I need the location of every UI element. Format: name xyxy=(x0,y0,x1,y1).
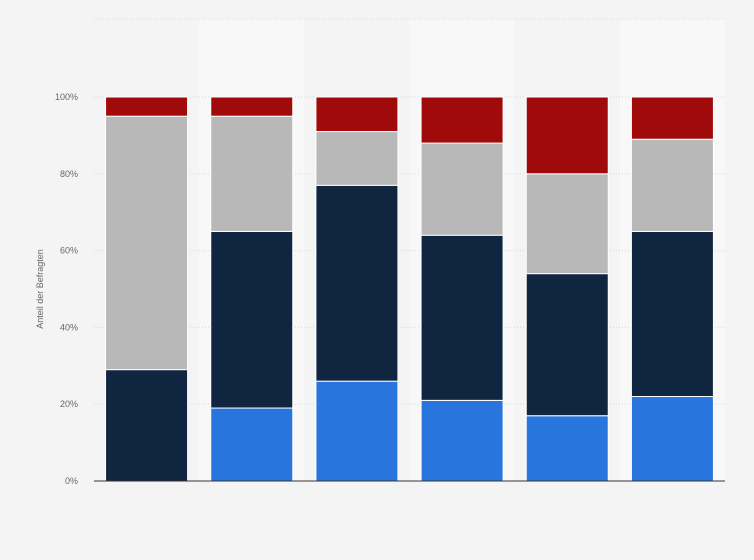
bar-segment xyxy=(525,415,609,482)
bar-segment xyxy=(210,230,294,409)
bar-segment xyxy=(630,230,714,398)
y-axis-ticks: 0% 20% 40% 60% 80% 100% xyxy=(55,92,78,486)
bar-segment xyxy=(210,115,294,232)
y-tick-label: 100% xyxy=(55,92,78,102)
y-tick-label: 20% xyxy=(60,399,78,409)
bar-segment xyxy=(105,96,189,117)
bar-segment xyxy=(420,234,504,401)
bar-segment xyxy=(315,184,399,382)
bars xyxy=(105,96,714,482)
bar-segment xyxy=(315,380,399,482)
bar-segment xyxy=(420,142,504,236)
bar-segment xyxy=(525,96,609,175)
bar-segment xyxy=(420,399,504,482)
y-tick-label: 60% xyxy=(60,246,78,256)
gridlines xyxy=(94,18,725,405)
bar-segment xyxy=(105,369,189,482)
bar-segment xyxy=(525,273,609,417)
bar-segment xyxy=(315,96,399,133)
bar-segment xyxy=(630,396,714,482)
bar-segment xyxy=(210,96,294,117)
bar-segment xyxy=(210,407,294,482)
y-tick-label: 0% xyxy=(65,476,78,486)
bar-segment xyxy=(630,138,714,232)
y-tick-label: 80% xyxy=(60,169,78,179)
bar-segment xyxy=(525,173,609,275)
bar-segment xyxy=(630,96,714,140)
y-tick-label: 40% xyxy=(60,322,78,332)
bar-segment xyxy=(420,96,504,144)
bar-segment xyxy=(315,131,399,186)
y-axis-title: Anteil der Befragten xyxy=(35,249,45,329)
bar-segment xyxy=(105,115,189,371)
